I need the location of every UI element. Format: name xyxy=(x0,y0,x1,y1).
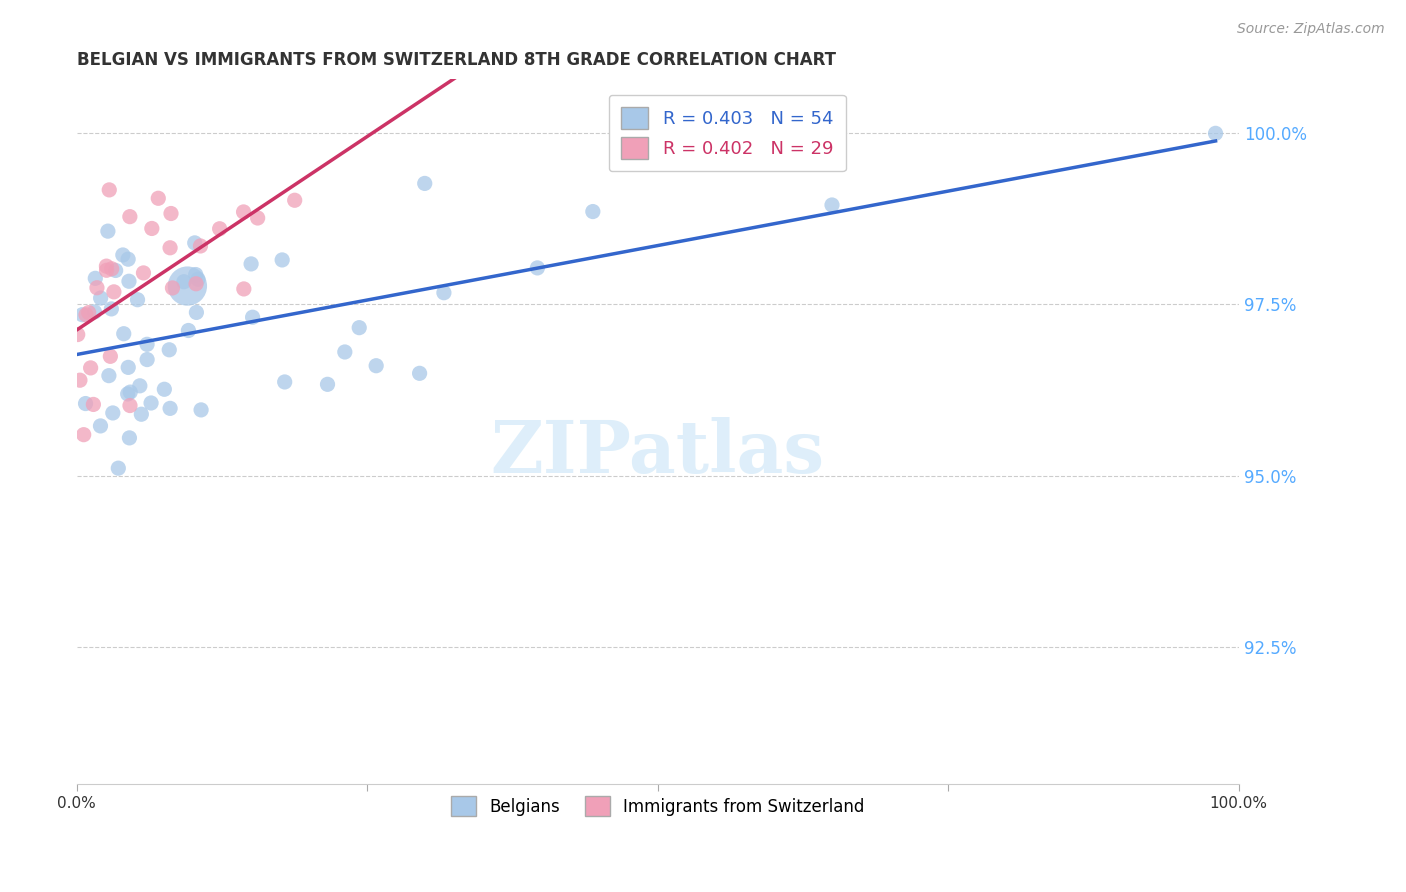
Point xyxy=(112,326,135,341)
Point xyxy=(173,275,195,289)
Point xyxy=(176,279,198,293)
Point xyxy=(273,375,295,389)
Point xyxy=(111,248,134,262)
Point xyxy=(139,396,162,410)
Point xyxy=(97,224,120,238)
Text: ZIPatlas: ZIPatlas xyxy=(491,417,825,488)
Point xyxy=(84,271,107,285)
Point xyxy=(79,360,101,375)
Point xyxy=(100,261,122,276)
Point xyxy=(127,293,149,307)
Point xyxy=(271,252,294,267)
Point xyxy=(72,308,94,322)
Point xyxy=(73,427,96,442)
Point xyxy=(246,211,269,225)
Point xyxy=(118,210,141,224)
Point xyxy=(187,272,209,286)
Point xyxy=(98,349,121,363)
Point xyxy=(153,382,176,396)
Point xyxy=(821,198,844,212)
Point xyxy=(75,396,97,410)
Point xyxy=(118,399,141,413)
Point xyxy=(107,461,129,475)
Point xyxy=(184,277,207,291)
Point xyxy=(117,387,139,401)
Point xyxy=(232,205,254,219)
Point xyxy=(82,397,104,411)
Point xyxy=(347,320,370,334)
Point xyxy=(1205,126,1227,140)
Text: BELGIAN VS IMMIGRANTS FROM SWITZERLAND 8TH GRADE CORRELATION CHART: BELGIAN VS IMMIGRANTS FROM SWITZERLAND 8… xyxy=(76,51,835,69)
Legend: Belgians, Immigrants from Switzerland: Belgians, Immigrants from Switzerland xyxy=(443,788,873,825)
Point xyxy=(83,305,105,319)
Point xyxy=(177,324,200,338)
Point xyxy=(184,235,207,250)
Point xyxy=(157,343,180,357)
Point xyxy=(333,345,356,359)
Point xyxy=(69,373,91,387)
Point xyxy=(136,337,159,351)
Point xyxy=(582,204,605,219)
Point xyxy=(118,431,141,445)
Point xyxy=(159,241,181,255)
Point xyxy=(104,263,127,277)
Point xyxy=(128,379,150,393)
Point xyxy=(118,274,141,288)
Point xyxy=(98,183,121,197)
Point xyxy=(240,257,263,271)
Point xyxy=(103,285,125,299)
Point xyxy=(162,281,184,295)
Point xyxy=(208,221,231,235)
Point xyxy=(66,327,89,342)
Point xyxy=(141,221,163,235)
Point xyxy=(186,305,208,319)
Point xyxy=(316,377,339,392)
Point xyxy=(77,305,100,319)
Point xyxy=(190,239,212,253)
Point xyxy=(408,367,430,381)
Point xyxy=(132,266,155,280)
Point xyxy=(232,282,254,296)
Point xyxy=(284,194,307,208)
Point xyxy=(136,352,159,367)
Point xyxy=(190,403,212,417)
Point xyxy=(90,291,112,305)
Point xyxy=(148,191,170,205)
Point xyxy=(86,281,108,295)
Point xyxy=(526,260,548,275)
Point xyxy=(242,310,264,325)
Text: Source: ZipAtlas.com: Source: ZipAtlas.com xyxy=(1237,22,1385,37)
Point xyxy=(100,301,122,316)
Point xyxy=(413,177,436,191)
Point xyxy=(117,252,139,267)
Point xyxy=(75,308,97,322)
Point xyxy=(120,385,142,400)
Point xyxy=(366,359,388,373)
Point xyxy=(96,259,118,273)
Point xyxy=(97,368,120,383)
Point xyxy=(101,406,124,420)
Point xyxy=(89,418,111,433)
Point xyxy=(160,206,183,220)
Point xyxy=(433,285,456,300)
Point xyxy=(159,401,181,416)
Point xyxy=(184,268,207,282)
Point xyxy=(131,407,153,421)
Point xyxy=(117,360,139,375)
Point xyxy=(96,263,118,277)
